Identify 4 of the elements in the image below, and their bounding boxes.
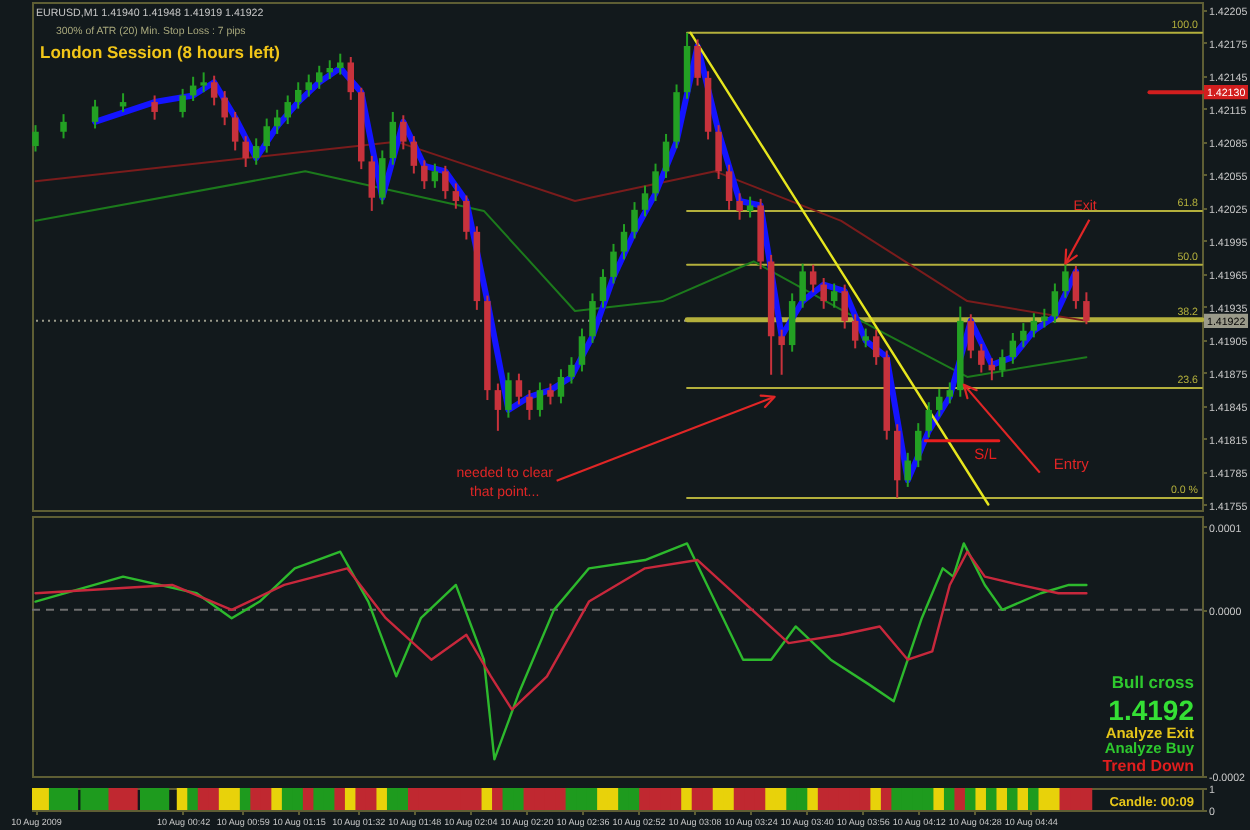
annotation: 1.4192 [1108, 694, 1195, 726]
annotation: London Session (8 hours left) [40, 42, 281, 62]
annotation: Bull cross [1111, 672, 1195, 692]
annotation: Trend Down [1102, 757, 1195, 775]
